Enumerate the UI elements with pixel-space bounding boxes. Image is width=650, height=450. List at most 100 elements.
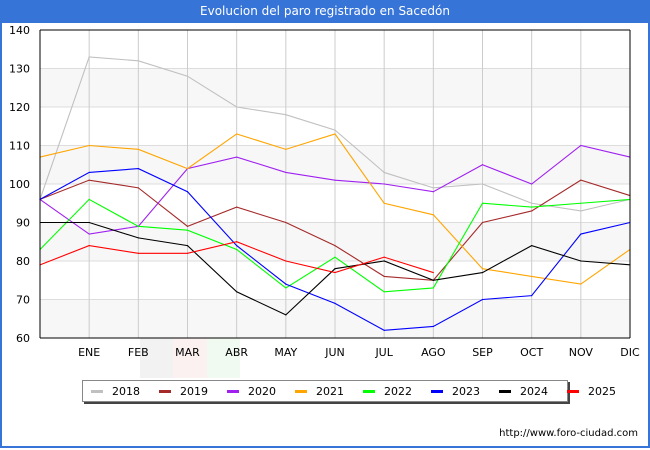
data-point-2022 xyxy=(383,291,385,293)
data-point-2022 xyxy=(186,229,189,231)
data-point-2021 xyxy=(481,268,484,270)
data-point-2021 xyxy=(236,133,238,135)
legend-swatch xyxy=(295,389,307,393)
data-point-2022 xyxy=(481,202,484,204)
data-point-2019 xyxy=(137,187,139,189)
data-point-2024 xyxy=(531,245,533,247)
x-tick-label: JUL xyxy=(374,346,393,359)
y-tick-label: 140 xyxy=(9,24,30,37)
data-point-2025 xyxy=(432,271,434,274)
data-point-2024 xyxy=(481,271,484,274)
x-axis-ticks: ENE FEB MAR ABR MAY JUN JUL AGO SEP OCT NOV DIC xyxy=(78,346,640,359)
data-point-2021 xyxy=(88,144,90,147)
legend-swatch xyxy=(227,389,239,393)
data-point-2020 xyxy=(580,144,582,147)
legend-swatch xyxy=(499,389,511,393)
data-point-2022 xyxy=(285,287,287,289)
watermark-stripe-red xyxy=(173,338,207,378)
x-tick-label: AGO xyxy=(421,346,446,359)
data-point-2025 xyxy=(285,260,287,262)
legend-item-2025: 2025 xyxy=(567,385,616,398)
data-point-2023 xyxy=(481,298,484,301)
data-point-2022 xyxy=(580,202,582,204)
legend-label: 2019 xyxy=(180,384,208,398)
data-point-2025 xyxy=(334,271,336,274)
chart-title: Evolucion del paro registrado en Sacedón xyxy=(0,0,650,23)
data-point-2024 xyxy=(432,279,434,281)
legend-item-2021: 2021 xyxy=(295,385,344,398)
legend-swatch xyxy=(91,389,103,393)
data-point-2025 xyxy=(236,241,238,243)
x-tick-label: ABR xyxy=(225,346,248,359)
data-point-2025 xyxy=(137,252,139,254)
data-point-2021 xyxy=(383,202,385,204)
x-tick-label: NOV xyxy=(569,346,594,359)
data-point-2022 xyxy=(236,248,238,251)
x-tick-label: ENE xyxy=(78,346,100,359)
legend-swatch xyxy=(159,389,171,393)
data-point-2021 xyxy=(186,168,189,170)
data-point-2018 xyxy=(432,187,434,189)
legend-label: 2025 xyxy=(588,384,616,398)
data-point-2019 xyxy=(285,221,287,224)
legend-swatch xyxy=(363,389,375,393)
legend-swatch xyxy=(431,389,443,393)
legend-label: 2018 xyxy=(112,384,140,398)
data-point-2024 xyxy=(334,268,336,270)
legend-item-2020: 2020 xyxy=(227,385,276,398)
data-point-2019 xyxy=(334,245,336,247)
y-tick-label: 120 xyxy=(9,101,30,114)
data-point-2018 xyxy=(186,75,189,77)
x-tick-label: OCT xyxy=(520,346,543,359)
data-point-2020 xyxy=(531,183,533,185)
data-point-2019 xyxy=(383,275,385,277)
data-point-2018 xyxy=(334,129,336,131)
data-point-2018 xyxy=(236,106,238,108)
y-tick-label: 60 xyxy=(16,332,30,345)
data-point-2024 xyxy=(137,237,139,239)
watermark-stripe-black xyxy=(140,338,173,378)
watermark-flag xyxy=(140,338,240,378)
y-tick-label: 100 xyxy=(9,178,30,191)
data-point-2022 xyxy=(432,287,434,289)
source-url: http://www.foro-ciudad.com xyxy=(499,428,638,439)
data-point-2022 xyxy=(334,256,336,258)
data-point-2024 xyxy=(580,260,582,262)
data-point-2023 xyxy=(531,295,533,297)
data-point-2023 xyxy=(236,245,238,247)
x-tick-label: DIC xyxy=(620,346,640,359)
data-point-2021 xyxy=(580,283,582,285)
y-tick-label: 90 xyxy=(16,217,30,230)
x-tick-label: SEP xyxy=(472,346,493,359)
y-tick-label: 80 xyxy=(16,255,30,268)
data-point-2021 xyxy=(531,275,533,277)
y-tick-label: 130 xyxy=(9,63,30,76)
data-point-2023 xyxy=(186,191,189,193)
data-point-2020 xyxy=(236,156,238,158)
data-point-2023 xyxy=(285,283,287,285)
data-point-2020 xyxy=(432,191,434,193)
data-point-2022 xyxy=(531,206,533,208)
legend-label: 2024 xyxy=(520,384,548,398)
data-point-2023 xyxy=(383,329,385,331)
data-point-2022 xyxy=(137,225,139,227)
data-point-2020 xyxy=(383,183,385,185)
legend-item-2018: 2018 xyxy=(91,385,140,398)
data-point-2023 xyxy=(580,233,582,235)
legend-label: 2021 xyxy=(316,384,344,398)
data-point-2018 xyxy=(88,56,90,58)
data-point-2021 xyxy=(137,148,139,150)
data-point-2023 xyxy=(334,302,336,304)
data-point-2018 xyxy=(383,171,385,174)
data-point-2019 xyxy=(481,221,484,224)
data-point-2025 xyxy=(88,245,90,247)
data-point-2023 xyxy=(137,168,139,170)
data-point-2018 xyxy=(531,202,533,204)
data-point-2020 xyxy=(88,233,90,235)
data-point-2018 xyxy=(481,183,484,185)
data-point-2023 xyxy=(432,325,434,328)
data-point-2024 xyxy=(285,314,287,316)
data-point-2025 xyxy=(383,256,385,258)
data-point-2020 xyxy=(481,164,484,166)
data-point-2019 xyxy=(236,206,238,208)
